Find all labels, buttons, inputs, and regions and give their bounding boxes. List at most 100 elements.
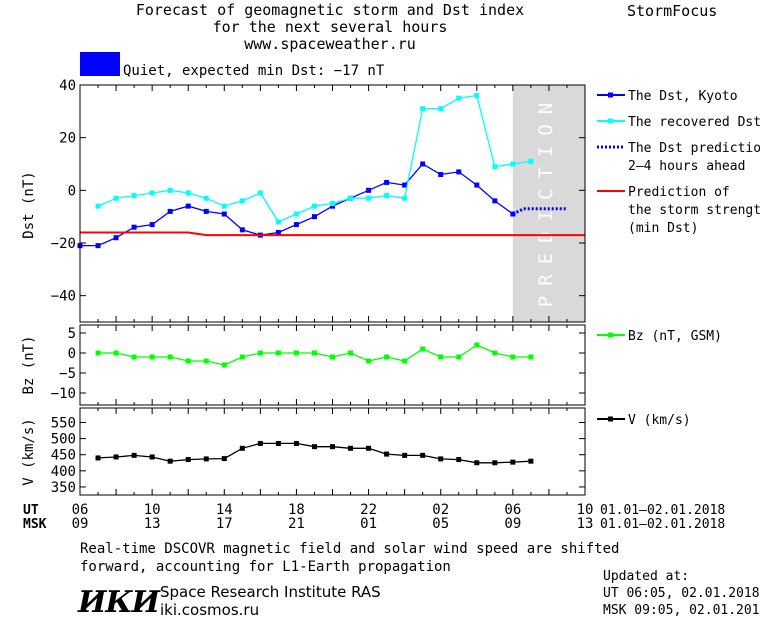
y-tick-label: 550: [51, 416, 76, 432]
series-point: [239, 227, 245, 233]
legend-marker: [608, 92, 613, 98]
msk-tick-label: 01: [360, 516, 377, 532]
legend-velocity: V (km/s): [597, 413, 691, 428]
series-point: [510, 354, 516, 360]
y-tick-label: 0: [68, 183, 76, 199]
updated-label: Updated at:: [603, 569, 690, 584]
series-point: [420, 346, 426, 352]
series-point: [420, 161, 426, 167]
series-point: [528, 354, 534, 360]
legend-label: The Dst prediction: [628, 141, 760, 156]
series-point: [239, 198, 245, 204]
series-point: [510, 211, 516, 217]
series-point: [528, 158, 534, 164]
series-point: [221, 203, 227, 209]
series-point: [167, 208, 173, 214]
title-line-1: Forecast of geomagnetic storm and Dst in…: [135, 1, 525, 19]
series-point: [474, 93, 480, 99]
prediction-label: PREDICTION: [535, 93, 557, 307]
series-point: [149, 190, 155, 196]
ut-tick-label: 18: [288, 502, 305, 518]
ut-date-range: 01.01–02.01.2018: [600, 503, 725, 518]
y-tick-label: 40: [59, 78, 76, 94]
legend-label: V (km/s): [628, 413, 691, 428]
legend-label: (min Dst): [628, 221, 698, 236]
msk-tick-label: 21: [288, 516, 305, 532]
series-point: [366, 445, 372, 451]
series-point: [402, 452, 408, 458]
status-color-swatch: [80, 52, 120, 76]
series-point: [456, 354, 462, 360]
series-point: [275, 440, 281, 446]
ut-tick-label: 22: [360, 502, 377, 518]
series-point: [185, 358, 191, 364]
series-line: [97, 94, 531, 223]
institute-info: Space Research Institute RAS iki.cosmos.…: [160, 583, 381, 619]
series-point: [293, 350, 299, 356]
ut-tick-label: 06: [504, 502, 521, 518]
legend-recovered-dst: The recovered Dst: [597, 115, 760, 130]
series-point: [131, 354, 137, 360]
series-point: [456, 95, 462, 101]
series-point: [474, 182, 480, 188]
note-line-2: forward, accounting for L1-Earth propaga…: [80, 559, 451, 575]
panel-frame: [79, 324, 586, 406]
legend-dst-kyoto: The Dst, Kyoto: [597, 89, 738, 104]
series-point: [149, 454, 155, 460]
updated-msk: MSK 09:05, 02.01.2018: [603, 603, 760, 618]
series-point: [330, 201, 335, 206]
chart-title: Forecast of geomagnetic storm and Dst in…: [80, 2, 580, 53]
series-point: [330, 203, 335, 209]
iki-logo: ИКИ: [78, 585, 160, 620]
series-point: [95, 350, 101, 356]
series-point: [366, 358, 372, 364]
updated-info: Updated at: UT 06:05, 02.01.2018 MSK 09:…: [603, 568, 760, 619]
series-point: [402, 182, 408, 188]
msk-tick-label: 13: [577, 516, 594, 532]
series-point: [492, 164, 498, 170]
institute-name: Space Research Institute RAS: [160, 583, 381, 601]
series-point: [492, 460, 498, 466]
y-tick-label: 350: [51, 480, 76, 496]
series-point: [384, 451, 390, 457]
legend-dst-prediction: The Dst prediction 2–4 hours ahead: [597, 141, 760, 174]
y-axis-label: Dst (nT): [21, 171, 37, 238]
legend-label: Prediction of: [628, 185, 730, 200]
series-point: [510, 459, 516, 465]
legend-marker: [608, 416, 613, 422]
series-point: [293, 440, 299, 446]
legend-min-dst: Prediction of the storm strengt (min Dst): [597, 185, 760, 236]
y-axis-label: V (km/s): [21, 418, 37, 485]
series-point: [113, 235, 119, 241]
legend-bz: Bz (nT, GSM): [597, 329, 722, 344]
series-point: [384, 354, 390, 360]
legend-label: 2–4 hours ahead: [628, 159, 745, 174]
y-tick-label: −5: [59, 366, 76, 382]
series-point: [438, 456, 444, 462]
series-point: [293, 211, 299, 217]
legend-marker: [608, 332, 613, 338]
y-tick-label: 20: [59, 131, 76, 147]
series-point: [257, 190, 263, 196]
series-point: [510, 161, 516, 167]
y-tick-label: 5: [68, 326, 76, 342]
series-point: [474, 460, 480, 466]
series-point: [402, 358, 408, 364]
y-tick-label: −40: [51, 289, 76, 305]
panel-frame: [79, 84, 586, 323]
series-point: [293, 222, 299, 228]
series-point: [131, 452, 137, 458]
series-point: [275, 350, 281, 356]
msk-tick-label: 17: [216, 516, 233, 532]
series-point: [257, 350, 263, 356]
y-axis-label: Bz (nT): [21, 335, 37, 394]
series-point: [275, 229, 281, 235]
series-point: [95, 243, 101, 249]
series-point: [131, 224, 137, 230]
status-text: Quiet, expected min Dst: −17 nT: [123, 63, 385, 79]
msk-tick-label: 13: [144, 516, 161, 532]
ut-tick-label: 02: [432, 502, 449, 518]
msk-tick-label: 09: [72, 516, 89, 532]
